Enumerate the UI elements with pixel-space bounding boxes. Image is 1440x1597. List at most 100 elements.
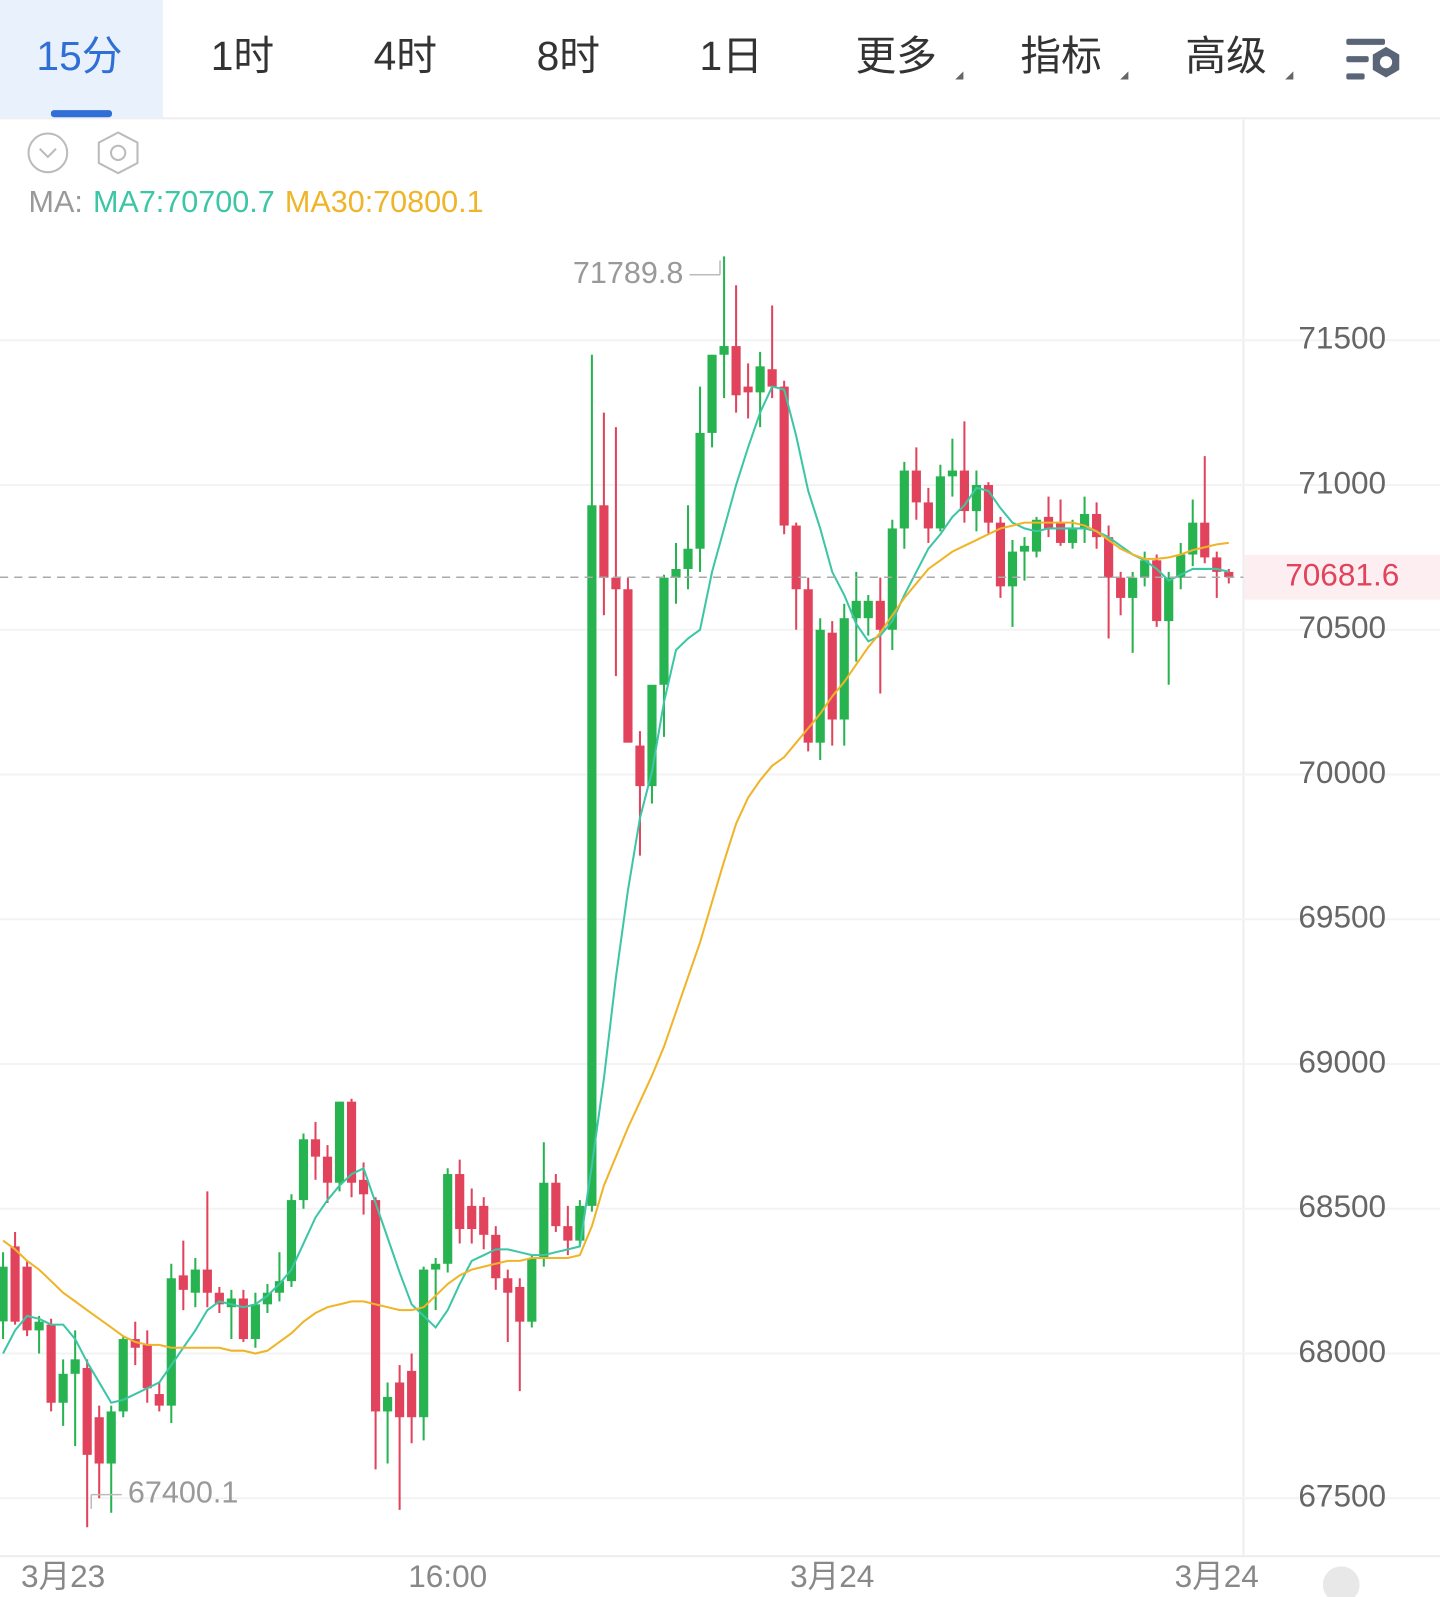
candle-body [22,1266,32,1331]
candle-body [443,1174,453,1264]
tab[interactable]: 8时 [537,33,600,79]
candle-body [887,528,897,630]
plot [0,256,1440,1528]
candle-body [274,1281,285,1293]
candle-body [791,525,801,590]
candle-body [1176,554,1186,578]
tab[interactable]: 15分 [36,33,122,79]
candle-body [815,629,825,743]
icon-hex [97,131,139,175]
low-label: 67400.1 [128,1476,238,1510]
y-tick-label: 71000 [1298,464,1386,500]
tab[interactable]: 高级 [1185,33,1266,79]
chart-settings-button[interactable] [97,131,139,175]
y-tick-label: 69000 [1298,1043,1386,1079]
candle-body [0,1266,8,1322]
last-price-label: 70681.6 [1285,557,1399,593]
candle-body [479,1205,489,1235]
candle-body [551,1182,561,1227]
candle-body [767,369,777,387]
candle-body [395,1382,405,1418]
candle-body [899,470,909,529]
active-tab-bg [0,0,163,118]
candle-body [1092,513,1102,538]
candle-body [202,1269,212,1293]
candle-body [1067,528,1078,543]
y-tick-label: 67500 [1298,1478,1386,1514]
candle-body [286,1200,297,1282]
candle-body [779,386,789,526]
candle-body [94,1417,104,1464]
icon-hole [109,144,127,161]
y-tick-label: 71500 [1298,320,1386,356]
x-tick-label: 3月24 [1175,1558,1259,1594]
candle-body [1007,551,1018,587]
candle-body [46,1324,56,1403]
x-tick-label: 16:00 [408,1558,487,1594]
candle-body [455,1174,465,1230]
candle-body [611,577,621,590]
tab-bar [0,0,1440,118]
tab[interactable]: 指标 [1020,33,1101,79]
y-tick-label: 70500 [1298,609,1386,645]
ma-line [2,385,1230,1404]
candle-body [1019,545,1030,552]
candle-body [503,1278,513,1293]
candle-body [803,589,813,743]
candle-body [1140,560,1150,578]
candle-body [190,1269,200,1293]
candle-body [755,366,765,393]
candle-body [214,1292,224,1305]
candle-body [875,600,885,630]
candle-body [346,1101,357,1183]
candle-body [407,1370,417,1418]
settings-icon[interactable] [1346,38,1400,80]
candle-body [575,1205,585,1241]
candle-body [659,577,669,685]
candle-body [527,1257,537,1322]
candle-body [118,1339,128,1412]
legend-entry: MA30:70800.1 [285,185,484,219]
candle-body [370,1200,381,1412]
candle-body [911,470,921,503]
candle-body [82,1368,92,1455]
logo [1322,1566,1360,1597]
candle-body [539,1182,549,1258]
legend-title: MA: [29,185,83,219]
candle-body [106,1411,116,1464]
tab[interactable]: 4时 [374,33,437,79]
candle-body [863,600,873,619]
candle-body [1200,522,1210,558]
candle-body [1128,577,1138,598]
tab[interactable]: 1时 [211,33,274,79]
icon-bar [1346,56,1369,63]
x-tick-label: 3月23 [21,1558,105,1594]
candle-body [226,1298,236,1308]
tab[interactable]: 1日 [700,33,763,79]
candle-body [1224,571,1234,578]
tab[interactable]: 更多 [855,33,936,79]
candle-body [70,1359,80,1374]
candle-body [947,470,957,477]
candle-body [839,618,849,720]
candle-body [431,1263,441,1270]
collapse-button[interactable] [27,132,69,174]
ma-line [2,521,1229,1355]
candle-body [238,1298,248,1340]
icon-hole [1379,56,1393,69]
candle-body [731,346,741,396]
candle-body [58,1373,68,1403]
candle-body [623,589,633,743]
candle-body [250,1304,260,1340]
last-price-bg [1244,554,1440,600]
candle-body [383,1396,393,1412]
candle-body [178,1275,188,1290]
candle-body [995,522,1006,587]
candle-body [1116,577,1126,598]
candle-body [851,600,861,619]
candle-body [358,1179,369,1195]
candle-body [1212,557,1222,572]
candle-body [142,1344,152,1389]
